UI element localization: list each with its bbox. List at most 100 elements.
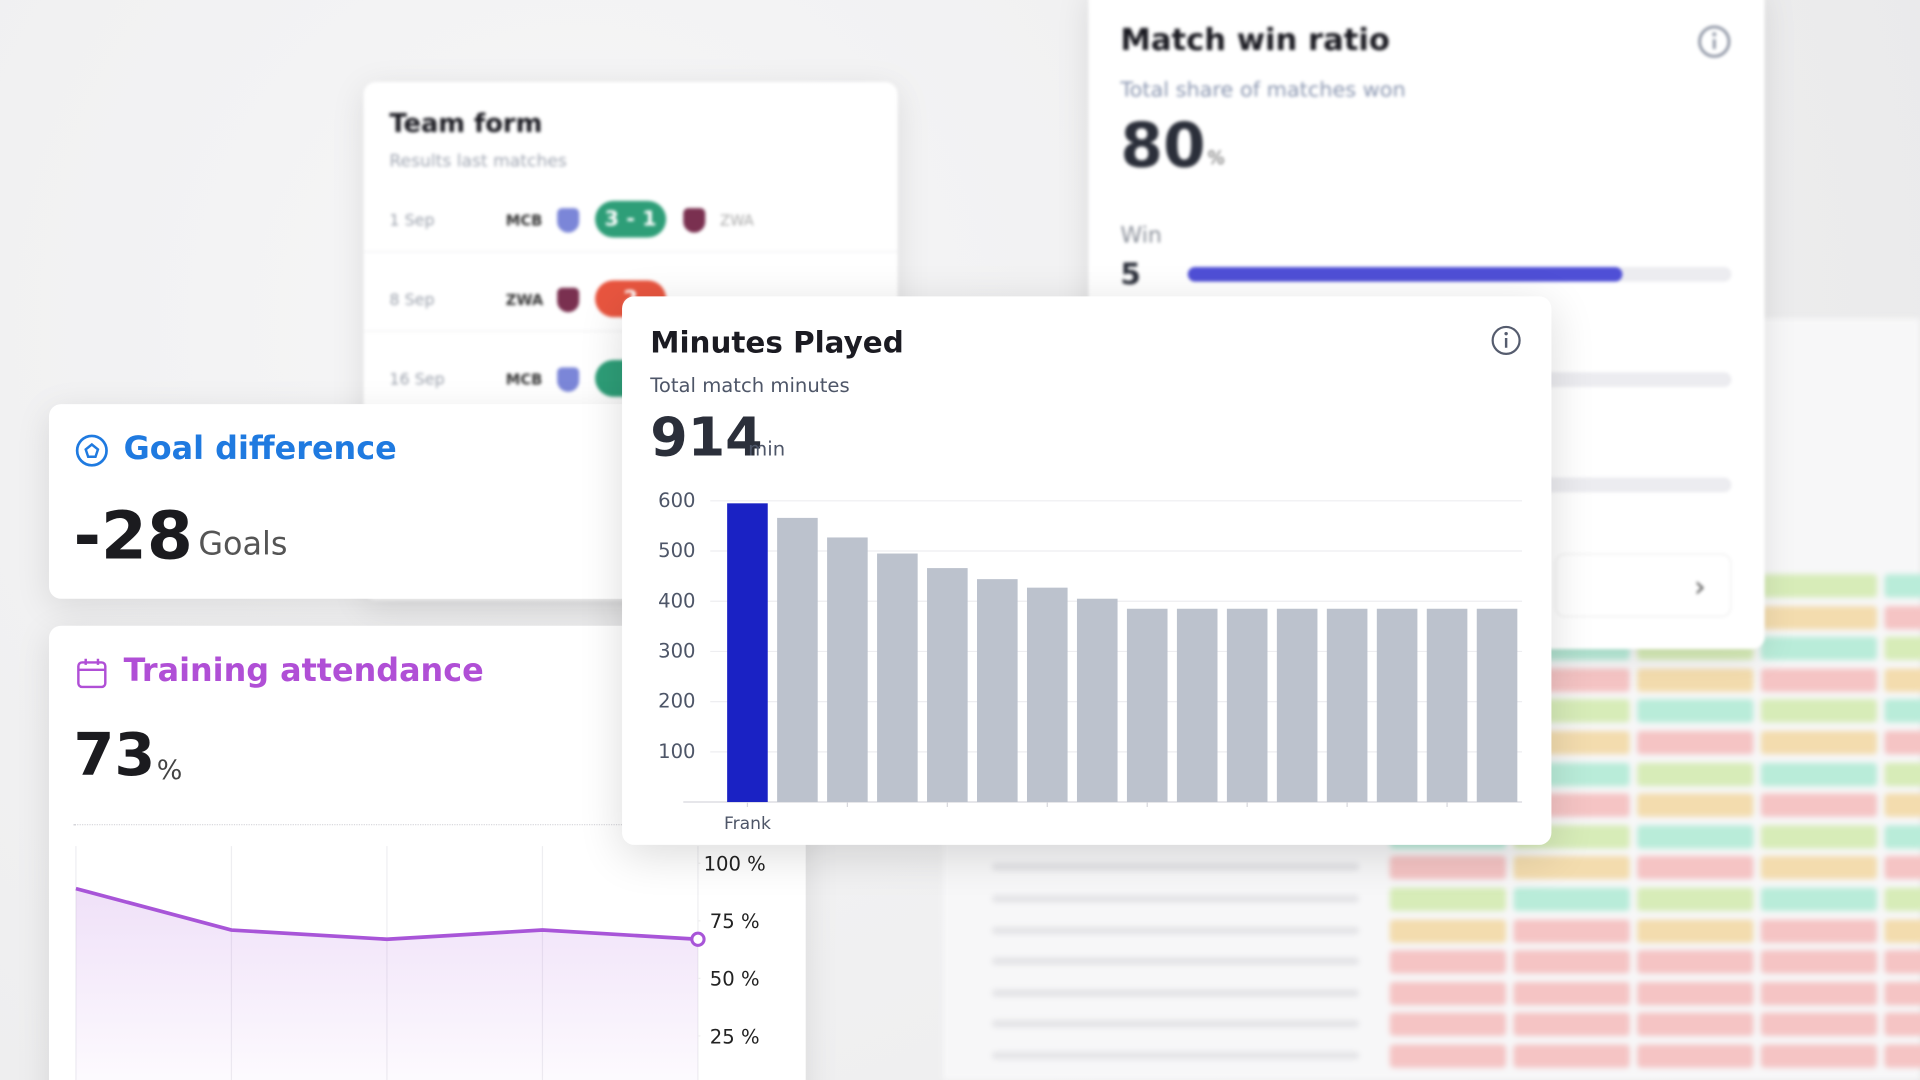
table-line [991, 926, 1360, 934]
table-cell [1760, 636, 1878, 661]
table-cell [1637, 762, 1754, 786]
kpi-value: 73 [73, 721, 156, 790]
table-cell [1760, 699, 1878, 723]
row-divider [363, 251, 898, 253]
table-cell [1884, 887, 1920, 912]
table-cell [1760, 919, 1878, 943]
card-title: Minutes Played [650, 325, 904, 361]
table-cell [1760, 981, 1878, 1006]
team-badge [557, 208, 580, 233]
table-cell [1760, 950, 1878, 974]
score-pill: 3 - 1 [595, 200, 667, 238]
table-cell [1884, 1044, 1920, 1068]
y-tick-label: 100 [658, 740, 695, 763]
table-cell [1884, 636, 1920, 661]
table-cell [1637, 981, 1754, 1006]
table-cell [1760, 1044, 1878, 1068]
goal-difference-card: Goal difference -28 Goals [48, 404, 735, 599]
table-cell [1513, 856, 1630, 880]
table-cell [1884, 1013, 1920, 1037]
match-date: 1 Sep [389, 211, 435, 231]
table-cell [1637, 887, 1754, 912]
y-tick-label: 400 [658, 589, 695, 612]
card-subtitle: Total match minutes [650, 373, 850, 397]
progress-track [1187, 266, 1732, 282]
y-tick-label: 200 [658, 690, 695, 713]
table-cell [1760, 887, 1878, 912]
bar [977, 579, 1018, 803]
attendance-chart: 100 % 75 % 50 % 25 % [75, 846, 766, 1080]
card-title: Match win ratio [1120, 22, 1390, 58]
table-cell [1389, 887, 1507, 912]
divider [73, 824, 784, 826]
bar [877, 553, 918, 803]
card-title: Goal difference [123, 431, 397, 468]
table-cell [1637, 1013, 1754, 1037]
table-cell [1760, 731, 1878, 755]
table-cell [1760, 825, 1878, 849]
table-cell [1513, 1013, 1630, 1037]
y-tick-label: 75 % [710, 910, 760, 933]
y-tick-label: 500 [658, 539, 695, 562]
y-tick-label: 600 [658, 489, 695, 512]
table-cell [1884, 699, 1920, 723]
home-team: MCB [505, 371, 543, 389]
bar [1476, 608, 1518, 803]
ball-icon [75, 434, 108, 467]
table-cell [1637, 1044, 1754, 1068]
home-team: MCB [505, 211, 543, 229]
table-cell [1884, 856, 1920, 880]
table-cell [1389, 950, 1507, 974]
table-cell [1637, 856, 1754, 880]
table-line [991, 957, 1360, 966]
table-cell [1884, 793, 1920, 817]
bar [1226, 608, 1268, 803]
bar [827, 537, 868, 803]
end-point [690, 931, 706, 947]
table-cell [1513, 1044, 1630, 1068]
table-cell [1884, 574, 1920, 598]
table-cell [1760, 668, 1878, 692]
table-cell [1884, 731, 1920, 755]
team-badge [683, 208, 706, 233]
table-cell [1884, 950, 1920, 974]
table-cell [1389, 856, 1507, 880]
card-title: Team form [389, 108, 543, 139]
table-cell [1760, 793, 1878, 817]
x-tick-label: Frank [724, 814, 771, 834]
bar [927, 568, 968, 803]
win-label: Win [1120, 222, 1162, 249]
table-cell [1637, 731, 1754, 755]
table-cell [1389, 919, 1507, 943]
area [75, 888, 698, 1080]
kpi-value: 914 [650, 406, 763, 469]
table-cell [1760, 856, 1878, 880]
kpi-unit: min [748, 437, 786, 461]
bar [1126, 608, 1168, 803]
table-cell [1513, 981, 1630, 1006]
table-cell [1884, 668, 1920, 692]
card-subtitle: Results last matches [389, 151, 567, 172]
table-line [991, 1051, 1360, 1060]
y-tick-label: 300 [658, 640, 695, 663]
table-cell [1513, 919, 1630, 943]
table-cell [1637, 793, 1754, 817]
table-cell [1637, 919, 1754, 943]
bar [1426, 608, 1468, 803]
match-date: 16 Sep [389, 371, 445, 390]
calendar-icon [77, 658, 107, 689]
win-count: 5 [1120, 257, 1141, 292]
kpi-unit: % [156, 755, 183, 787]
progress-fill [1187, 266, 1623, 282]
next-button[interactable]: › [1555, 553, 1732, 618]
home-team: ZWA [505, 291, 544, 309]
kpi-value: -28 [73, 497, 193, 575]
table-cell [1884, 981, 1920, 1006]
away-team: ZWA [720, 211, 754, 229]
match-date: 8 Sep [389, 291, 435, 310]
table-cell [1637, 668, 1754, 692]
table-line [991, 1020, 1360, 1028]
table-cell [1389, 981, 1507, 1006]
